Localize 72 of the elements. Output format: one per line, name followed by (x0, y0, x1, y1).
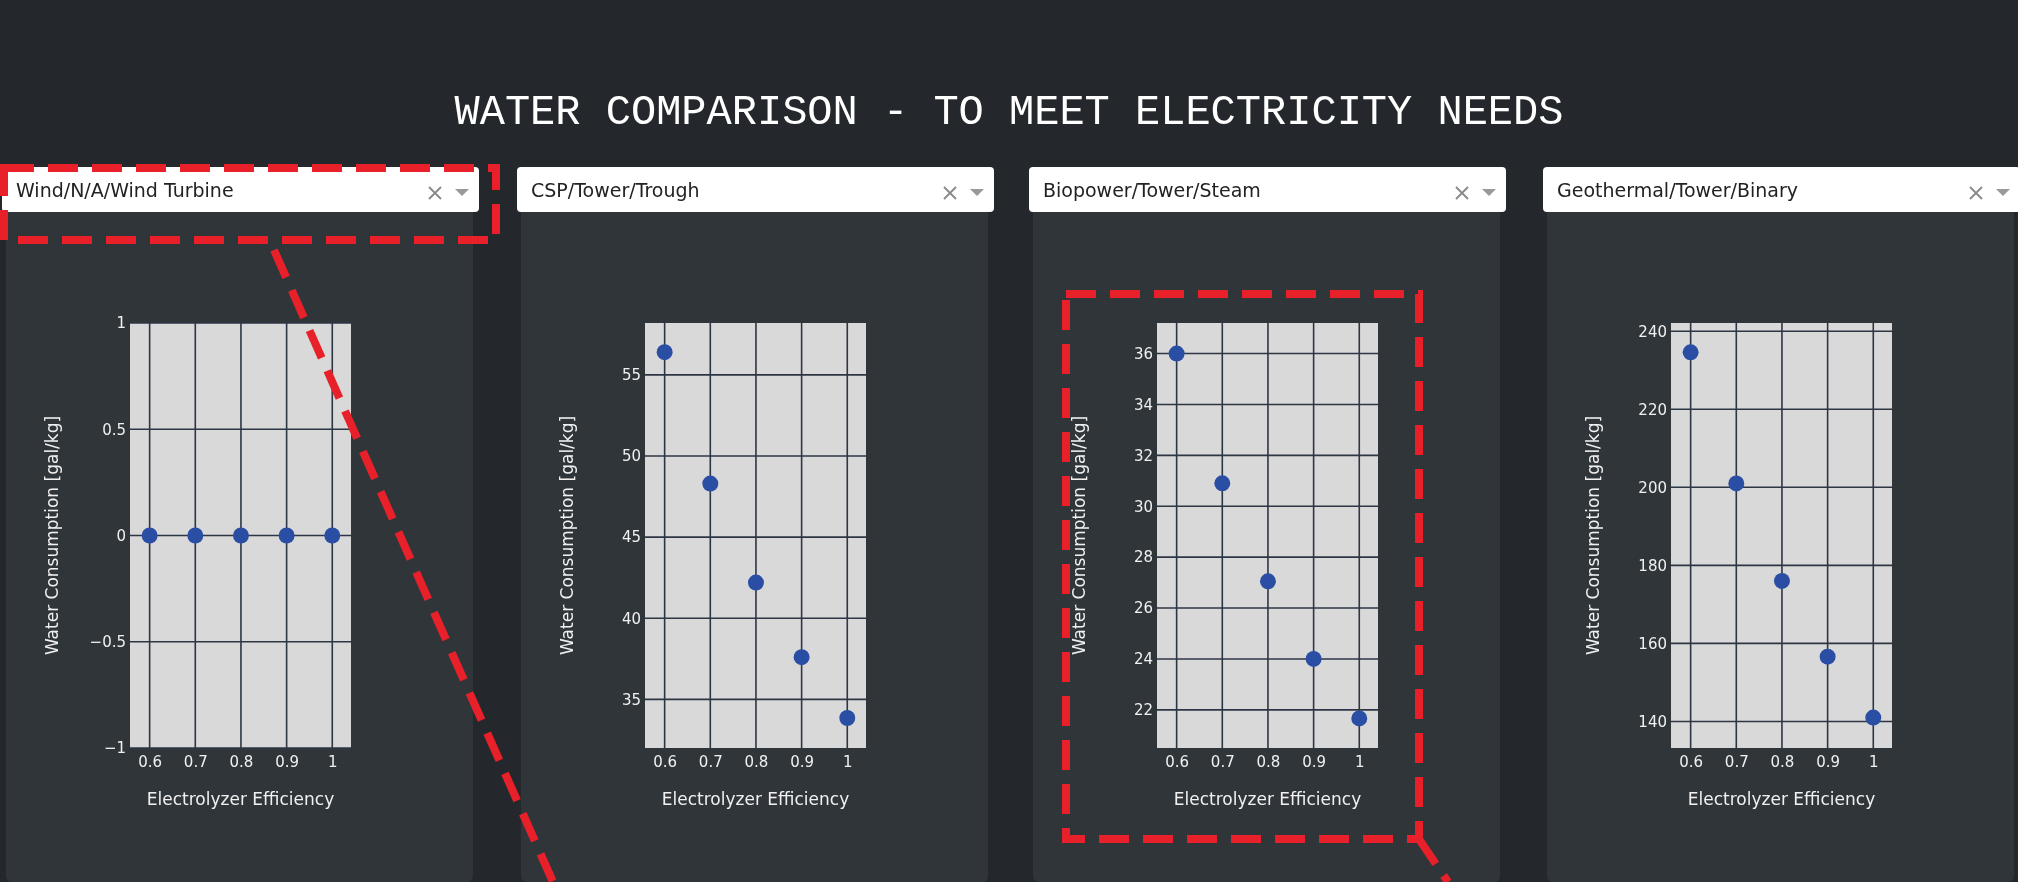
x-tick-label: 0.7 (183, 752, 208, 771)
y-tick-label: 140 (1638, 712, 1667, 731)
point (1168, 345, 1185, 362)
y-tick-label: 24 (1133, 650, 1153, 669)
chart-title: Wind/N/A/Wind Turbine (16, 179, 234, 201)
point (702, 475, 719, 492)
y-tick-label: 28 (1133, 548, 1153, 567)
x-tick-label: 0.8 (744, 752, 769, 771)
point (1305, 650, 1322, 667)
y-tick-label: −1 (103, 739, 126, 758)
x-tick-label: 0.7 (1210, 752, 1235, 771)
x-axis-title: Electrolyzer Efficiency (146, 789, 335, 809)
y-tick-label: 26 (1133, 599, 1153, 618)
x-axis-title: Electrolyzer Efficiency (1173, 789, 1362, 809)
y-tick-label: 200 (1638, 478, 1667, 497)
y-tick-label: 160 (1638, 634, 1667, 653)
point (1214, 475, 1231, 492)
chart-title: Biopower/Tower/Steam (1043, 179, 1261, 201)
x-tick-label: 0.8 (1770, 752, 1795, 771)
y-tick-label: 32 (1133, 446, 1153, 465)
x-tick-label: 0.8 (1256, 752, 1281, 771)
y-tick-label: 36 (1133, 344, 1153, 363)
y-tick-label: 220 (1638, 400, 1667, 419)
x-tick-label: 0.7 (1724, 752, 1749, 771)
point (839, 710, 856, 726)
x-tick-label: 0.9 (1302, 752, 1327, 771)
y-tick-label: 55 (621, 366, 641, 385)
x-tick-label: 0.6 (1165, 752, 1190, 771)
y-tick-label: −0.5 (89, 633, 126, 652)
point (1773, 573, 1790, 589)
x-axis-title: Electrolyzer Efficiency (1687, 789, 1876, 809)
x-tick-label: 0.6 (1679, 752, 1704, 771)
point (1728, 475, 1745, 492)
x-tick-label: 0.6 (138, 752, 163, 771)
y-tick-label: 45 (621, 528, 641, 547)
x-axis-title: Electrolyzer Efficiency (661, 789, 850, 809)
x-tick-label: 1 (1869, 752, 1879, 771)
y-tick-label: 40 (621, 609, 641, 628)
x-tick-label: 1 (843, 752, 853, 771)
point (1351, 710, 1368, 727)
y-axis-title: Water Consumption [gal/kg] (42, 415, 62, 656)
point (1865, 709, 1882, 726)
y-tick-label: 240 (1638, 322, 1667, 341)
chart-title: Geothermal/Tower/Binary (1557, 179, 1799, 201)
point (656, 344, 673, 361)
x-tick-label: 1 (328, 752, 338, 771)
y-axis-title: Water Consumption [gal/kg] (1583, 415, 1603, 656)
point (1682, 344, 1699, 361)
point (1819, 648, 1836, 665)
x-tick-label: 0.8 (229, 752, 254, 771)
x-tick-label: 0.6 (653, 752, 678, 771)
y-tick-label: 34 (1133, 395, 1153, 414)
text: WATER COMPARISON - TO MEET ELECTRICITY NEEDS (454, 89, 1564, 137)
y-tick-label: 1 (116, 314, 126, 333)
x-tick-label: 1 (1355, 752, 1365, 771)
point (793, 649, 810, 666)
y-axis-title: Water Consumption [gal/kg] (1069, 415, 1089, 656)
point (747, 574, 764, 591)
y-tick-label: 180 (1638, 556, 1667, 575)
y-tick-label: 35 (621, 690, 641, 709)
y-tick-label: 0 (116, 526, 126, 545)
x-tick-label: 0.9 (790, 752, 815, 771)
point (1259, 573, 1276, 590)
y-axis-title: Water Consumption [gal/kg] (557, 415, 577, 656)
chart-title: CSP/Tower/Trough (531, 179, 700, 201)
y-tick-label: 0.5 (102, 420, 126, 439)
x-tick-label: 0.9 (1816, 752, 1841, 771)
y-tick-label: 50 (621, 447, 641, 466)
y-tick-label: 30 (1133, 497, 1153, 516)
y-tick-label: 22 (1133, 701, 1153, 720)
x-tick-label: 0.9 (275, 752, 300, 771)
x-tick-label: 0.7 (698, 752, 723, 771)
